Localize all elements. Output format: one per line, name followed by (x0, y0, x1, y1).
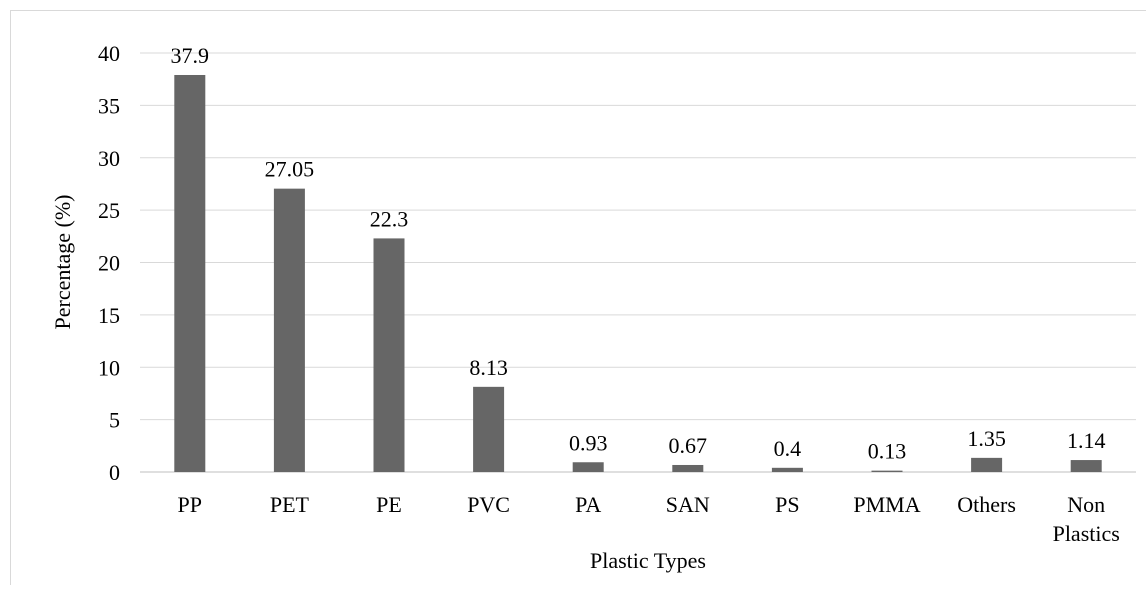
bar (971, 457, 1003, 472)
bar (572, 462, 604, 472)
data-label: 1.35 (967, 426, 1006, 451)
x-category-label: PMMA (853, 492, 920, 517)
y-tick-label: 20 (98, 251, 120, 276)
y-tick-label: 40 (98, 41, 120, 66)
x-category-label: PE (376, 492, 402, 517)
x-category-label: PP (178, 492, 202, 517)
bar (273, 188, 305, 472)
x-category-label: PS (775, 492, 799, 517)
chart-frame (10, 10, 1146, 585)
y-tick-label: 10 (98, 355, 120, 380)
bars (174, 74, 1102, 472)
data-label: 8.13 (469, 355, 508, 380)
x-category-label: PET (270, 492, 310, 517)
y-axis-title: Percentage (%) (50, 195, 75, 330)
bar (174, 74, 206, 472)
y-axis-ticks: 0 5 10 15 20 25 30 35 40 (98, 41, 120, 485)
gridlines (140, 52, 1136, 473)
y-tick-label: 15 (98, 303, 120, 328)
data-label: 0.93 (569, 430, 608, 455)
data-label: 1.14 (1067, 428, 1106, 453)
y-tick-label: 5 (109, 408, 120, 433)
x-category-label: PVC (467, 492, 510, 517)
bar (871, 470, 903, 472)
bar (473, 386, 505, 472)
x-category-label: Non Plastics (1053, 492, 1120, 546)
data-label: 22.3 (370, 206, 409, 231)
data-label: 37.9 (171, 43, 210, 68)
x-axis-title: Plastic Types (590, 548, 706, 573)
x-axis-categories: PP PET PE PVC PA SAN PS PMMA Others Non Plastics (178, 492, 1120, 546)
bar (672, 464, 704, 472)
x-category-label: SAN (666, 492, 710, 517)
data-label: 0.13 (868, 439, 907, 464)
y-tick-label: 35 (98, 93, 120, 118)
bar (771, 467, 803, 472)
x-category-label: PA (575, 492, 601, 517)
data-label: 0.67 (669, 433, 708, 458)
y-tick-label: 30 (98, 146, 120, 171)
x-category-label: Others (957, 492, 1016, 517)
y-tick-label: 0 (109, 460, 120, 485)
data-label: 27.05 (265, 157, 315, 182)
bar (373, 238, 405, 472)
data-labels: 37.9 27.05 22.3 8.13 0.93 0.67 0.4 0.13 1.35 1.14 (171, 43, 1106, 464)
y-tick-label: 25 (98, 198, 120, 223)
bar (1070, 460, 1102, 472)
data-label: 0.4 (774, 436, 802, 461)
